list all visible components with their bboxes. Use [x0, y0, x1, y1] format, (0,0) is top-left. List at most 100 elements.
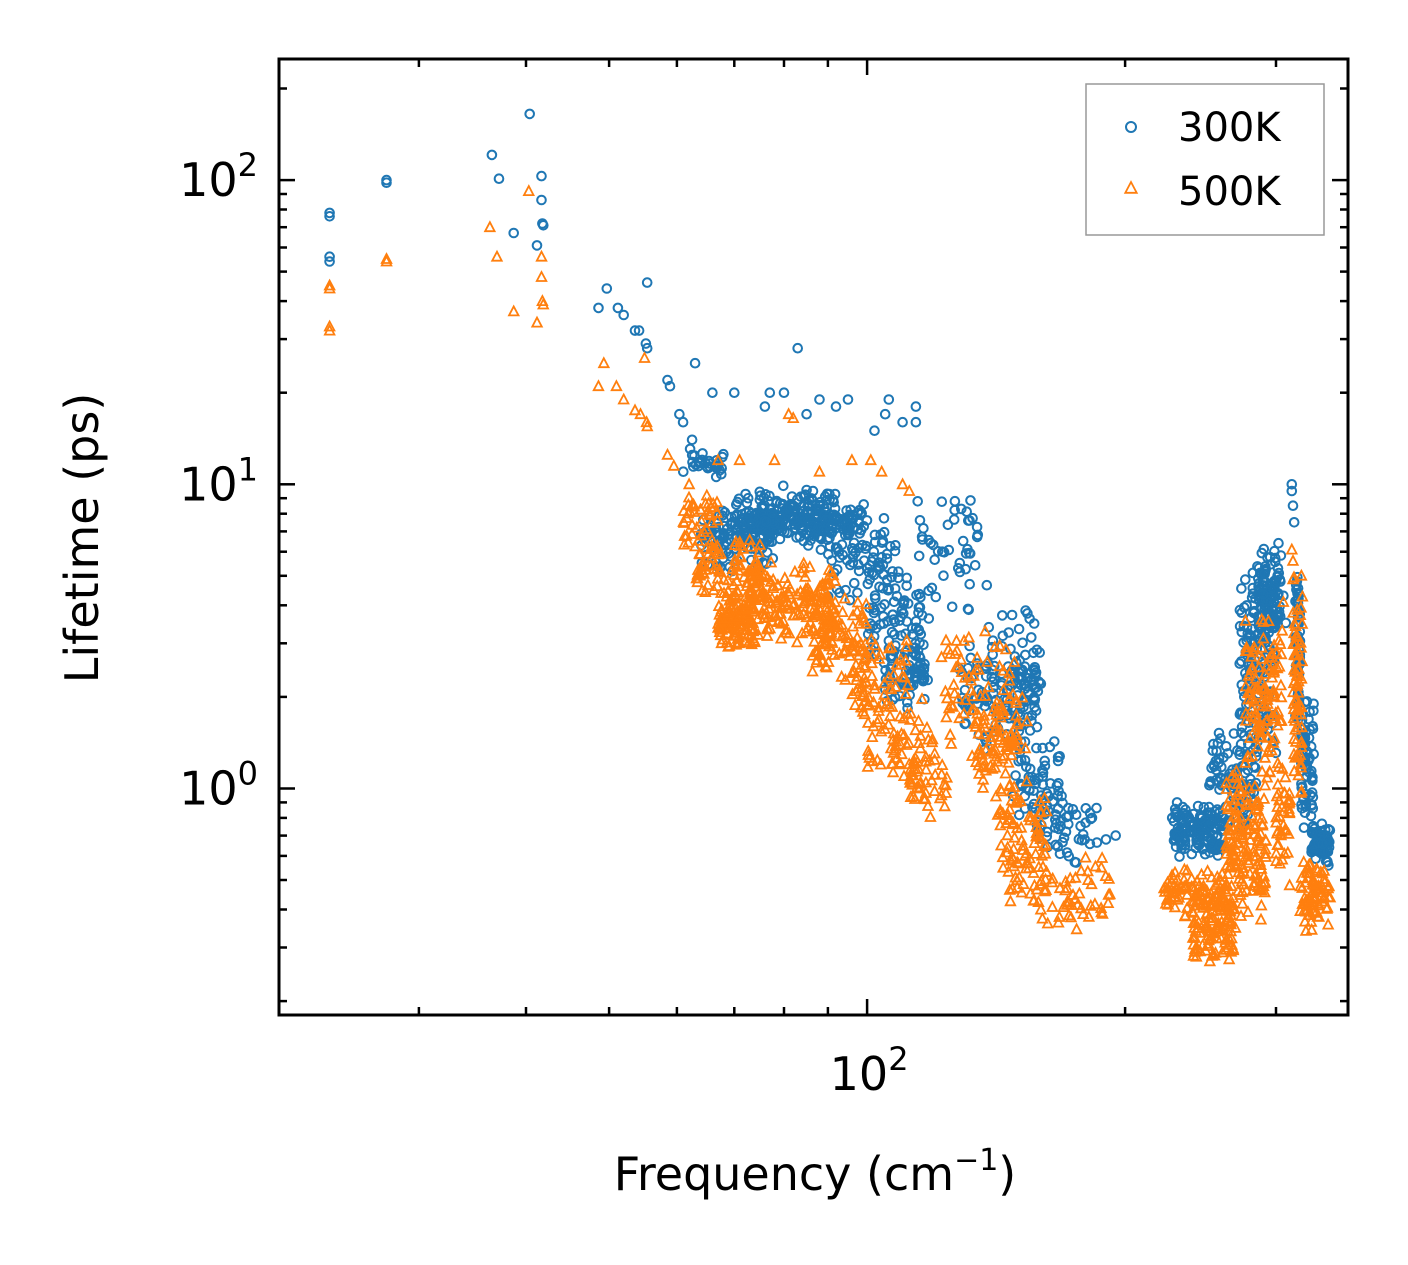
data-point-300k [965, 495, 976, 506]
data-point-300k [1245, 773, 1256, 785]
data-point-300k [1004, 680, 1015, 691]
data-point-500k [817, 609, 830, 621]
data-point-500k [1242, 668, 1255, 681]
data-point-300k [1308, 705, 1319, 717]
data-point-300k [1030, 705, 1042, 717]
data-point-500k [902, 736, 916, 748]
data-point-500k [1239, 706, 1253, 719]
data-point-500k [744, 583, 758, 596]
data-point-300k [878, 569, 889, 581]
data-point-500k [737, 570, 751, 583]
data-point-500k [1265, 709, 1279, 722]
data-point-500k [935, 767, 948, 780]
data-point-500k [1084, 898, 1098, 911]
data-point-500k [898, 670, 911, 683]
data-point-500k [1275, 690, 1288, 703]
data-point-300k [1010, 770, 1021, 781]
data-point-300k [761, 516, 772, 528]
data-point-500k [694, 502, 707, 515]
data-point-500k [1257, 631, 1270, 644]
data-point-300k [873, 557, 885, 568]
data-point-500k [1259, 846, 1272, 859]
data-point-300k [689, 357, 701, 369]
data-point-300k [842, 523, 854, 534]
data-point-500k [970, 714, 984, 727]
data-point-500k [846, 608, 860, 621]
legend-label-300k: 300K [1178, 105, 1282, 151]
data-point-500k [942, 642, 955, 655]
data-point-300k [593, 302, 604, 314]
data-point-500k [1089, 859, 1102, 872]
data-point-300k [910, 416, 922, 428]
data-point-500k [1187, 916, 1200, 928]
data-point-500k [1263, 765, 1277, 778]
data-point-300k [889, 583, 901, 594]
data-point-300k [969, 560, 981, 571]
data-point-300k [946, 601, 958, 613]
data-point-300k [767, 553, 779, 564]
data-point-300k [1238, 602, 1250, 613]
data-point-300k [1218, 752, 1229, 763]
data-point-300k [493, 173, 505, 184]
data-point-300k [1198, 802, 1210, 813]
data-point-500k [1053, 881, 1067, 894]
data-point-500k [1074, 901, 1088, 914]
data-point-500k [1272, 837, 1285, 850]
data-point-300k [1238, 620, 1250, 632]
data-point-500k [530, 315, 544, 328]
data-point-500k [1179, 878, 1192, 891]
data-point-500k [901, 678, 914, 691]
data-point-500k [965, 703, 979, 716]
data-point-500k [919, 762, 933, 775]
data-point-500k [728, 587, 741, 600]
data-point-300k [1265, 584, 1277, 595]
data-point-500k [617, 392, 630, 405]
data-point-500k [828, 602, 841, 615]
data-point-500k [710, 505, 723, 518]
data-point-500k [1286, 553, 1300, 566]
data-point-500k [677, 516, 691, 528]
data-point-500k [1312, 882, 1325, 895]
data-point-500k [950, 643, 964, 656]
data-point-500k [638, 351, 651, 363]
data-point-500k [1245, 709, 1258, 722]
data-point-300k [601, 283, 613, 294]
data-point-300k [887, 566, 898, 577]
data-point-500k [729, 609, 742, 622]
data-point-500k [1039, 872, 1052, 885]
data-point-300k [848, 522, 859, 534]
data-point-500k [1002, 813, 1015, 825]
data-point-500k [641, 419, 654, 432]
data-point-500k [592, 379, 605, 392]
data-point-300k [1212, 830, 1223, 841]
data-point-500k [700, 488, 714, 501]
data-point-500k [988, 640, 1002, 652]
data-point-300k [806, 493, 817, 504]
data-point-500k [1001, 840, 1014, 853]
data-point-500k [1314, 865, 1328, 877]
data-point-500k [1073, 886, 1086, 899]
data-point-300k [886, 626, 898, 638]
data-point-300k [814, 394, 825, 405]
data-point-500k [903, 484, 916, 496]
data-point-300k [869, 529, 881, 541]
data-point-300k [1306, 799, 1317, 811]
data-point-300k [1037, 742, 1048, 754]
data-point-500k [885, 700, 899, 712]
data-point-300k [1063, 802, 1074, 814]
data-point-500k [826, 614, 839, 627]
data-point-300k [1053, 823, 1064, 835]
data-point-300k [703, 455, 715, 467]
data-point-500k [1221, 867, 1235, 879]
data-point-300k [1293, 593, 1304, 605]
data-point-500k [747, 623, 761, 635]
data-point-500k [938, 799, 951, 812]
data-point-500k [1305, 922, 1319, 935]
data-point-500k [1241, 686, 1255, 698]
data-point-500k [1320, 901, 1334, 914]
data-point-500k [882, 670, 896, 683]
data-point-500k [323, 278, 336, 291]
data-point-300k [1253, 635, 1264, 646]
data-point-500k [1268, 731, 1281, 744]
data-point-500k [1008, 830, 1021, 843]
